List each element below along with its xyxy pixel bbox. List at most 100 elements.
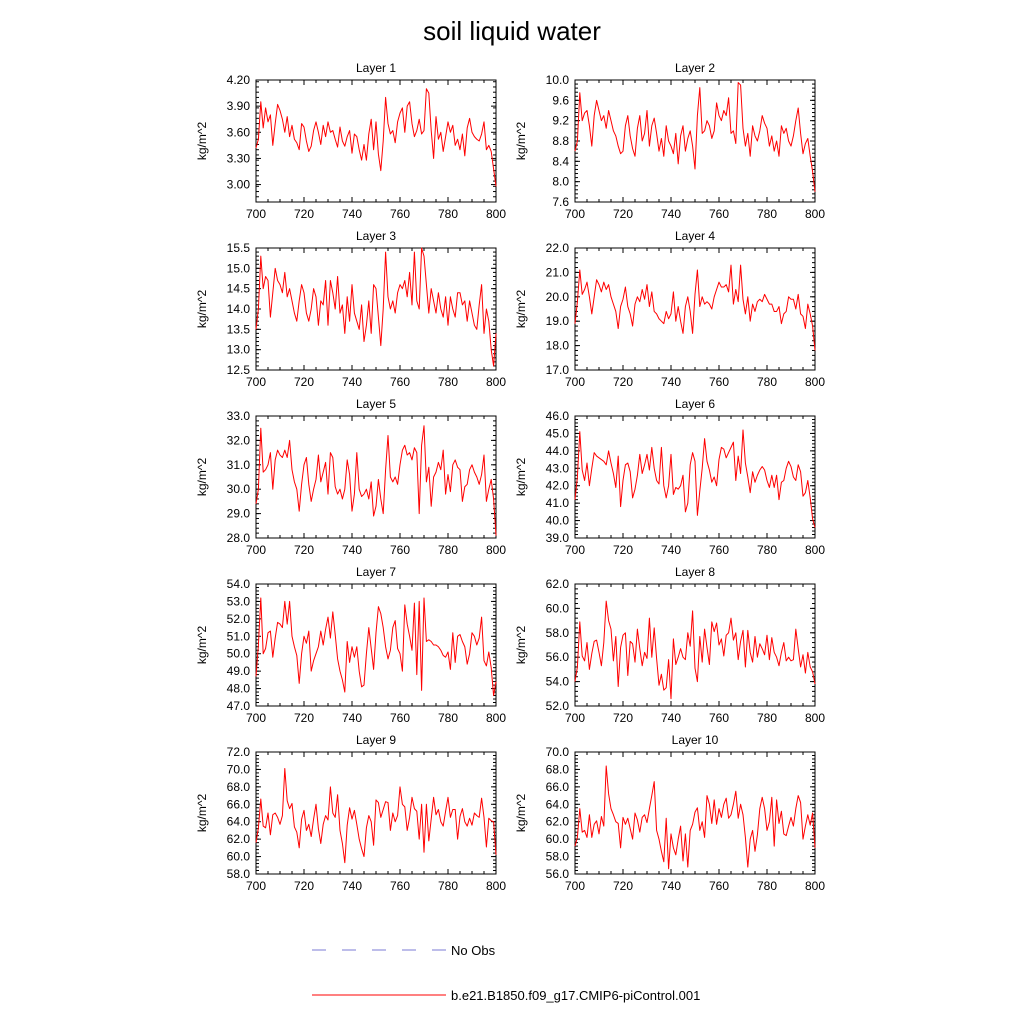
chart-panel-layer-6: Layer 6 kg/m^2 700 720 740 760 780 800 39.0 40.0 4… <box>514 397 825 557</box>
x-tick-label: 700 <box>246 375 266 389</box>
x-tick-label: 700 <box>246 879 266 893</box>
y-axis-label: kg/m^2 <box>195 122 209 161</box>
x-tick-label: 700 <box>246 711 266 725</box>
y-tick-label: 10.0 <box>546 73 570 87</box>
panel-title: Layer 6 <box>675 397 715 411</box>
y-tick-label: 3.90 <box>227 99 251 113</box>
plot-frame <box>255 247 497 371</box>
x-tick-label: 780 <box>757 879 777 893</box>
x-tick-label: 800 <box>486 543 506 557</box>
series-line <box>255 247 497 367</box>
x-tick-label: 720 <box>294 375 314 389</box>
y-tick-label: 45.0 <box>546 426 570 440</box>
x-tick-label: 740 <box>342 375 362 389</box>
y-tick-label: 48.0 <box>227 682 251 696</box>
panel-title: Layer 1 <box>356 61 396 75</box>
chart-panel-layer-4: Layer 4 kg/m^2 700 720 740 760 780 800 17.0 18.0 1… <box>514 229 825 389</box>
chart-panel-layer-3: Layer 3 kg/m^2 700 720 740 760 780 800 12.5 13.0 1… <box>195 229 506 389</box>
y-tick-label: 42.0 <box>546 479 570 493</box>
y-tick-label: 44.0 <box>546 444 570 458</box>
x-tick-label: 700 <box>246 543 266 557</box>
y-tick-label: 22.0 <box>546 241 570 255</box>
plot-frame <box>574 583 816 707</box>
x-tick-label: 700 <box>565 207 585 221</box>
y-tick-label: 29.0 <box>227 507 251 521</box>
series-line <box>574 429 816 528</box>
y-tick-label: 47.0 <box>227 699 251 713</box>
x-tick-label: 740 <box>342 207 362 221</box>
y-tick-label: 53.0 <box>227 594 251 608</box>
x-tick-label: 720 <box>613 375 633 389</box>
legend-label-model: b.e21.B1850.f09_g17.CMIP6-piControl.001 <box>451 988 700 1003</box>
y-tick-label: 68.0 <box>546 762 570 776</box>
panel-title: Layer 10 <box>672 733 719 747</box>
y-tick-label: 20.0 <box>546 290 570 304</box>
panel-title: Layer 3 <box>356 229 396 243</box>
y-tick-label: 43.0 <box>546 461 570 475</box>
x-tick-label: 800 <box>805 879 825 893</box>
panel-title: Layer 4 <box>675 229 715 243</box>
figure-title: soil liquid water <box>423 16 601 46</box>
x-tick-label: 700 <box>246 207 266 221</box>
series-line <box>255 425 497 536</box>
y-tick-label: 41.0 <box>546 496 570 510</box>
x-tick-label: 780 <box>757 207 777 221</box>
x-tick-label: 760 <box>709 207 729 221</box>
y-tick-label: 58.0 <box>227 867 251 881</box>
x-tick-label: 780 <box>757 375 777 389</box>
x-tick-label: 800 <box>805 711 825 725</box>
plot-frame <box>574 415 816 539</box>
x-tick-label: 780 <box>438 879 458 893</box>
x-tick-label: 740 <box>342 711 362 725</box>
y-tick-label: 39.0 <box>546 531 570 545</box>
x-tick-label: 780 <box>438 207 458 221</box>
y-tick-label: 3.60 <box>227 125 251 139</box>
x-tick-label: 720 <box>613 711 633 725</box>
x-tick-label: 760 <box>709 543 729 557</box>
y-tick-label: 60.0 <box>546 832 570 846</box>
plot-frame <box>255 79 497 203</box>
chart-panel-layer-8: Layer 8 kg/m^2 700 720 740 760 780 800 52.0 54.0 5… <box>514 565 825 725</box>
x-tick-label: 720 <box>613 879 633 893</box>
x-tick-label: 760 <box>390 207 410 221</box>
panel-title: Layer 8 <box>675 565 715 579</box>
y-tick-label: 49.0 <box>227 664 251 678</box>
y-tick-label: 13.5 <box>227 322 251 336</box>
y-axis-label: kg/m^2 <box>195 290 209 329</box>
x-tick-label: 740 <box>661 711 681 725</box>
y-axis-label: kg/m^2 <box>195 626 209 665</box>
y-tick-label: 66.0 <box>227 797 251 811</box>
y-axis-label: kg/m^2 <box>514 794 528 833</box>
x-tick-label: 760 <box>709 879 729 893</box>
x-tick-label: 720 <box>613 207 633 221</box>
plot-frame <box>255 583 497 707</box>
x-tick-label: 760 <box>709 375 729 389</box>
x-tick-label: 780 <box>757 711 777 725</box>
panels-grid: Layer 1 kg/m^2 700 720 740 760 780 800 3.00 3.30 3… <box>195 61 825 893</box>
y-tick-label: 46.0 <box>546 409 570 423</box>
y-tick-label: 9.2 <box>552 114 569 128</box>
y-tick-label: 70.0 <box>546 745 570 759</box>
y-tick-label: 8.4 <box>552 154 569 168</box>
y-tick-label: 40.0 <box>546 514 570 528</box>
plot-frame <box>255 751 497 875</box>
panel-title: Layer 9 <box>356 733 396 747</box>
chart-panel-layer-7: Layer 7 kg/m^2 700 720 740 760 780 800 47.0 48.0 4… <box>195 565 506 725</box>
x-tick-label: 740 <box>661 879 681 893</box>
x-tick-label: 760 <box>390 879 410 893</box>
y-tick-label: 62.0 <box>546 577 570 591</box>
y-tick-label: 54.0 <box>546 675 570 689</box>
y-axis-label: kg/m^2 <box>514 290 528 329</box>
y-tick-label: 3.00 <box>227 178 251 192</box>
y-tick-label: 7.6 <box>552 195 569 209</box>
y-tick-label: 68.0 <box>227 780 251 794</box>
y-tick-label: 18.0 <box>546 339 570 353</box>
x-tick-label: 800 <box>805 375 825 389</box>
y-tick-label: 62.0 <box>227 832 251 846</box>
x-tick-label: 740 <box>661 375 681 389</box>
y-tick-label: 64.0 <box>227 815 251 829</box>
y-tick-label: 12.5 <box>227 363 251 377</box>
y-tick-label: 56.0 <box>546 650 570 664</box>
x-tick-label: 780 <box>438 543 458 557</box>
plot-frame <box>574 79 816 203</box>
